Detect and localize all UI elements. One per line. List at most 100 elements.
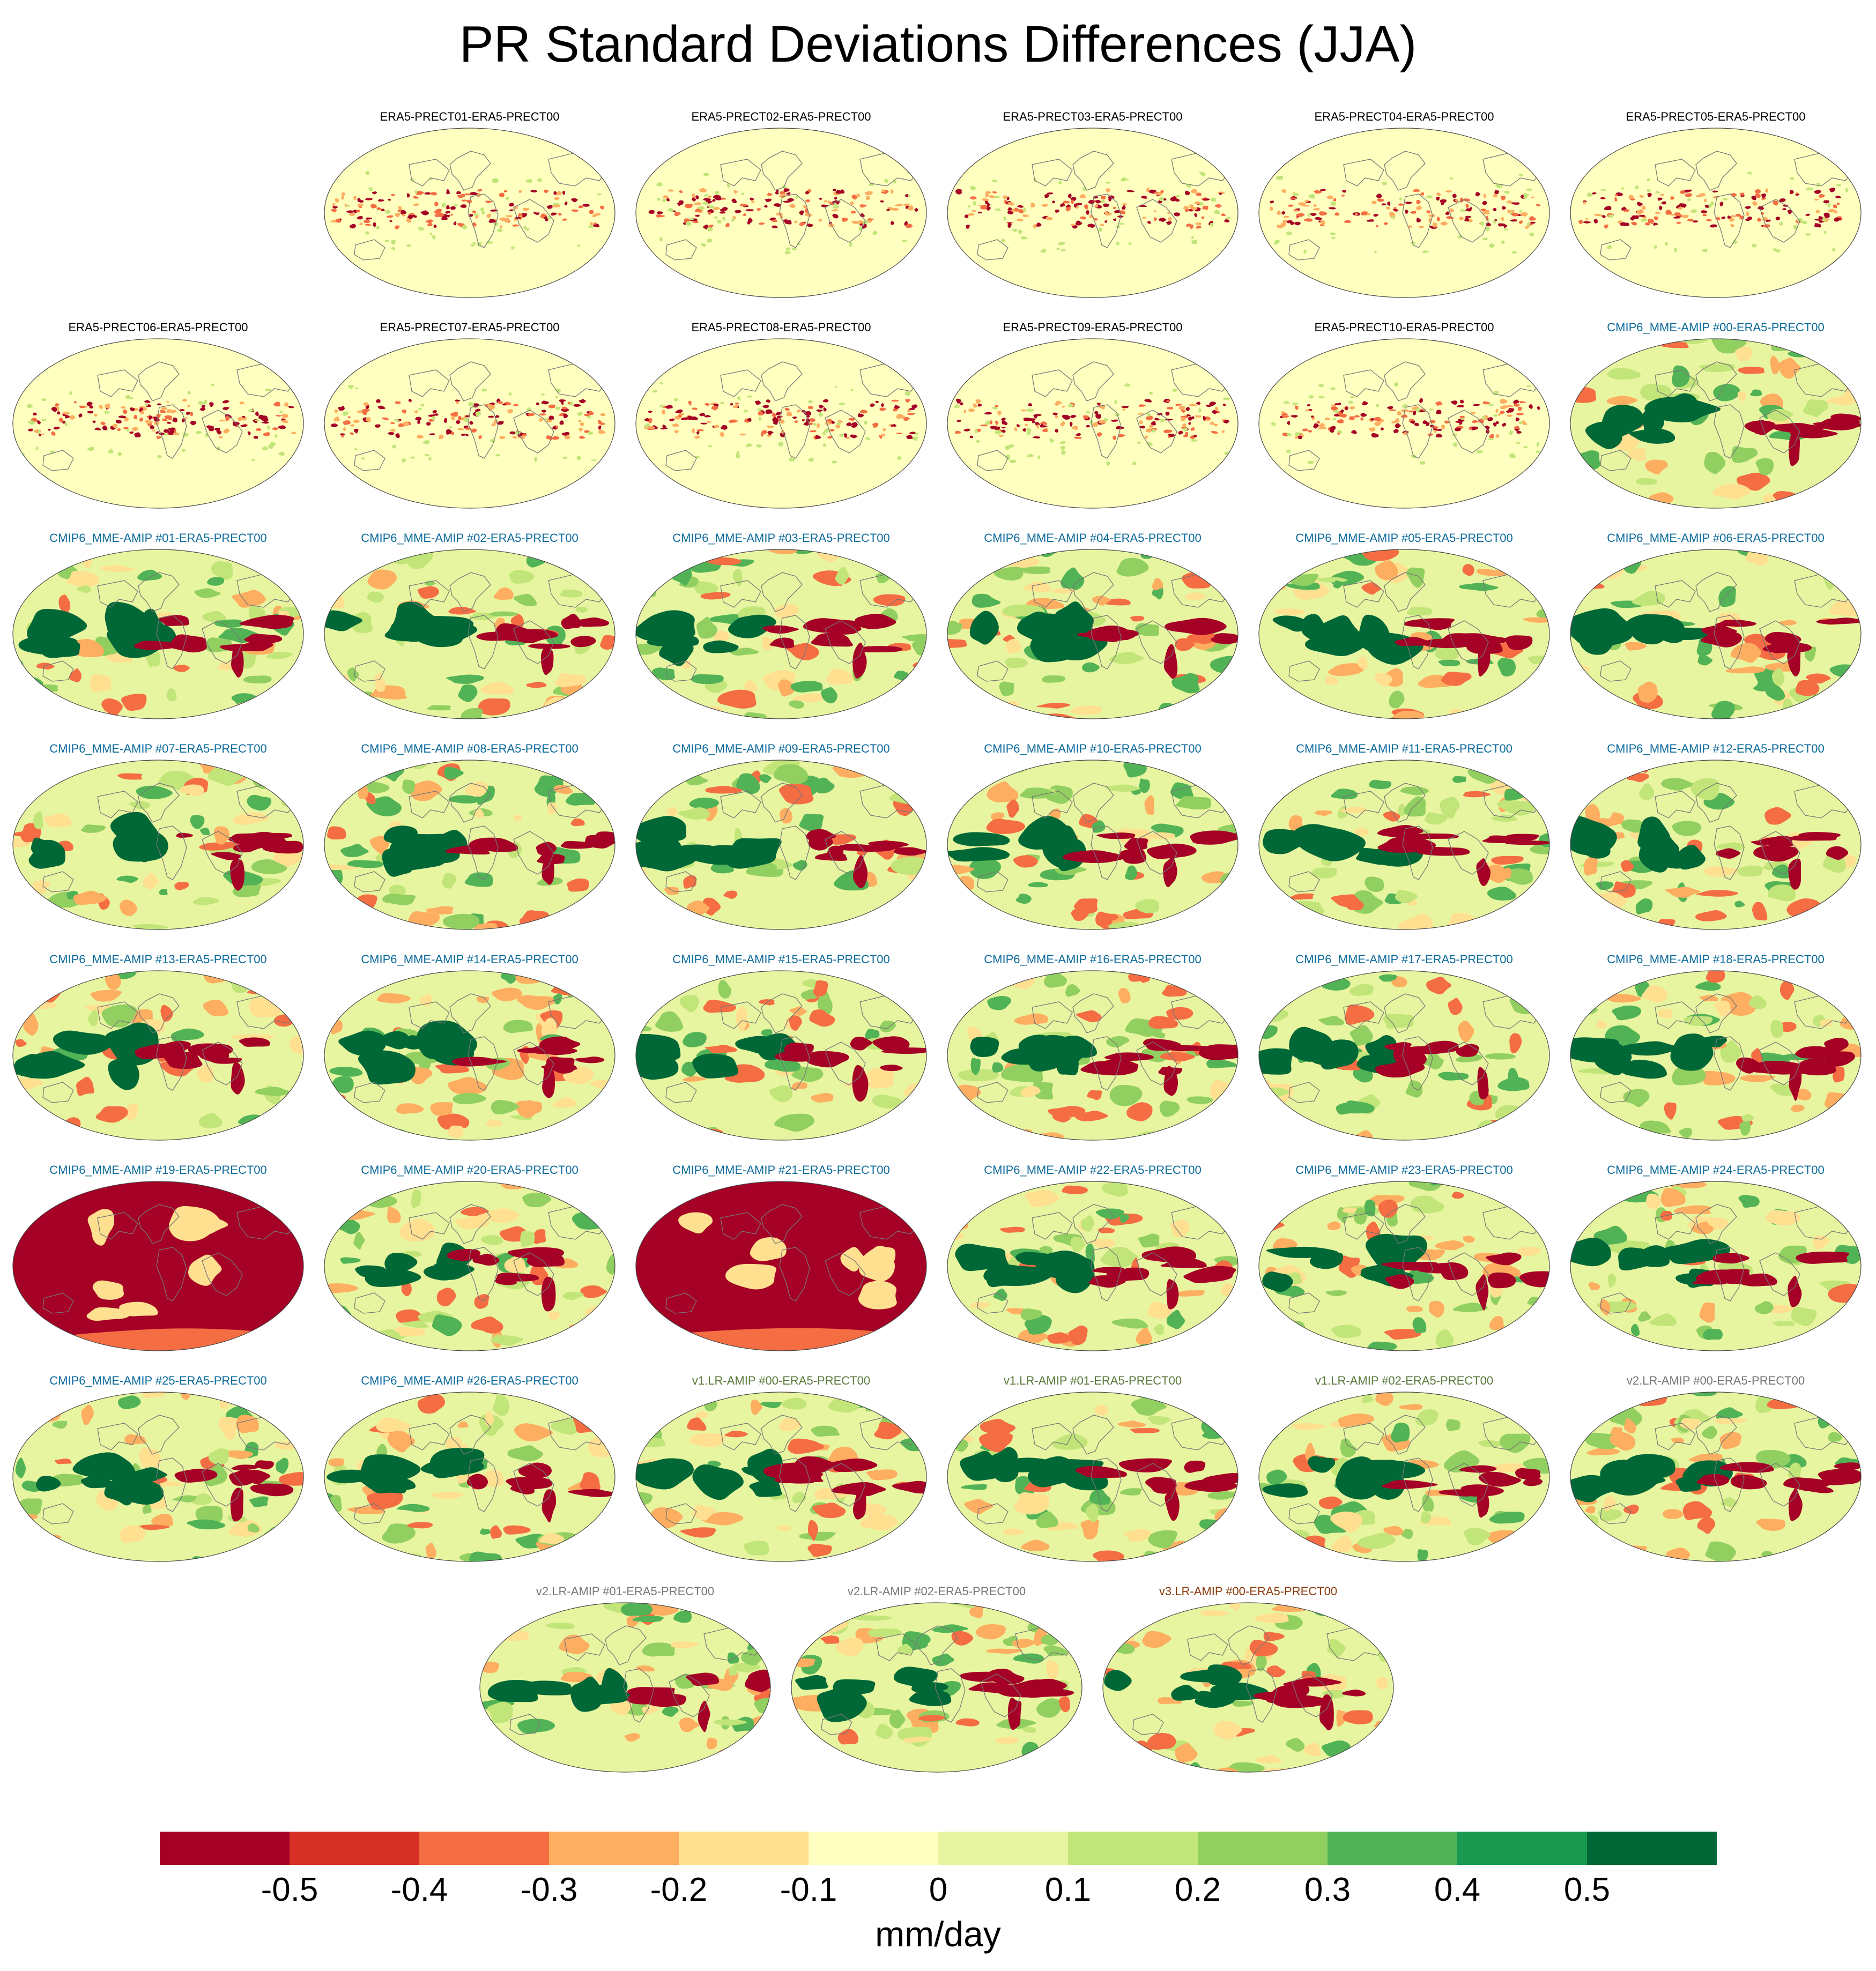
anomaly-patch: [444, 767, 464, 779]
anomaly-patch: [1166, 1310, 1185, 1329]
anomaly-patch: [854, 1615, 892, 1621]
noise-cell: [589, 411, 594, 415]
noise-cell: [1414, 422, 1419, 426]
map-background: [947, 128, 1238, 297]
noise-cell: [1158, 200, 1162, 204]
anomaly-patch: [980, 768, 1000, 778]
map-panel: ERA5-PRECT03-ERA5-PRECT00: [940, 110, 1245, 303]
coastline: [509, 1714, 541, 1735]
anomaly-patch: [701, 1512, 744, 1526]
anomaly-patch: [807, 1544, 832, 1557]
anomaly-patch: [432, 1314, 462, 1336]
coastline: [605, 1625, 647, 1665]
noise-cell: [391, 240, 396, 245]
noise-cell: [1167, 212, 1170, 214]
noise-cell: [57, 411, 61, 415]
noise-cell: [1637, 202, 1643, 207]
anomaly-patch: [1771, 667, 1785, 687]
dry-anomaly: [568, 1489, 615, 1497]
dry-anomaly: [1385, 1274, 1414, 1289]
anomaly-patch: [1266, 1665, 1286, 1678]
noise-cell: [248, 409, 255, 412]
noise-cell: [756, 444, 762, 448]
noise-cell: [1712, 190, 1718, 193]
noise-cell: [261, 421, 269, 424]
noise-cell: [446, 214, 450, 218]
noise-cell: [1513, 399, 1519, 404]
anomaly-patch: [1424, 812, 1448, 825]
noise-cell: [402, 421, 410, 427]
anomaly-patch: [279, 681, 300, 702]
dry-anomaly: [541, 1276, 556, 1312]
noise-cell: [1628, 195, 1634, 199]
anomaly-patch: [1755, 1301, 1774, 1314]
coastline: [409, 1212, 450, 1240]
anomaly-patch: [166, 688, 177, 702]
noise-cell: [272, 427, 279, 430]
anomaly-patch: [1217, 1401, 1233, 1424]
coastline: [1072, 783, 1114, 823]
anomaly-patch: [1779, 979, 1795, 1000]
coastline: [1228, 1625, 1270, 1665]
noise-cell: [392, 444, 396, 449]
anomaly-patch: [1036, 1511, 1058, 1529]
anomaly-patch: [1318, 1015, 1345, 1026]
noise-cell: [1221, 430, 1225, 433]
noise-cell: [1486, 429, 1490, 434]
anomaly-patch: [1828, 1432, 1842, 1442]
positive-patch: [86, 1307, 131, 1321]
noise-cell: [599, 422, 606, 425]
map-field: [324, 970, 616, 1141]
noise-cell: [1307, 213, 1311, 217]
noise-cell: [1747, 216, 1752, 220]
dry-anomaly: [231, 1062, 245, 1095]
coastline: [1695, 572, 1737, 612]
anomaly-patch: [951, 1630, 974, 1646]
noise-cell: [505, 215, 513, 218]
noise-cell: [209, 427, 214, 432]
noise-cell: [1381, 427, 1384, 430]
noise-cell: [1515, 417, 1520, 422]
anomaly-patch: [142, 1392, 166, 1399]
noise-cell: [131, 427, 139, 432]
coastline: [42, 1292, 74, 1314]
noise-cell: [1731, 215, 1737, 218]
coastline: [354, 239, 385, 261]
noise-cell: [1297, 435, 1302, 440]
noise-cell: [1510, 219, 1517, 222]
noise-cell: [571, 209, 579, 212]
wet-anomaly: [1018, 816, 1070, 850]
anomaly-patch: [1014, 1492, 1050, 1515]
noise-cell: [978, 211, 982, 214]
coastline: [623, 1668, 654, 1723]
noise-cell: [1489, 243, 1495, 248]
panel-title: CMIP6_MME-AMIP #13-ERA5-PRECT00: [49, 953, 267, 966]
noise-cell: [911, 404, 918, 409]
dry-anomaly: [1165, 1485, 1180, 1521]
anomaly-patch: [15, 1457, 26, 1478]
noise-cell: [1349, 406, 1355, 410]
noise-cell: [1495, 184, 1503, 188]
noise-cell: [281, 413, 288, 419]
anomaly-patch: [1509, 1033, 1522, 1053]
noise-cell: [1153, 217, 1157, 221]
noise-cell: [279, 410, 283, 413]
coastline: [1292, 1674, 1333, 1717]
noise-cell: [1004, 422, 1008, 426]
noise-cell: [425, 219, 433, 224]
map-outline: [1570, 1392, 1862, 1562]
dry-anomaly: [1422, 638, 1471, 649]
anomaly-patch: [1570, 1315, 1603, 1332]
noise-cell: [1411, 455, 1416, 459]
anomaly-patch: [1138, 1233, 1160, 1248]
map-panel: ERA5-PRECT05-ERA5-PRECT00: [1563, 110, 1868, 303]
noise-cell: [1100, 224, 1104, 227]
noise-cell: [691, 193, 695, 198]
noise-cell: [376, 226, 380, 230]
map-field: [635, 1181, 927, 1351]
dry-anomaly: [795, 1456, 836, 1473]
wet-anomaly: [420, 1460, 484, 1476]
anomaly-patch: [1395, 890, 1418, 904]
anomaly-patch: [116, 875, 138, 883]
noise-cell: [1511, 251, 1518, 254]
